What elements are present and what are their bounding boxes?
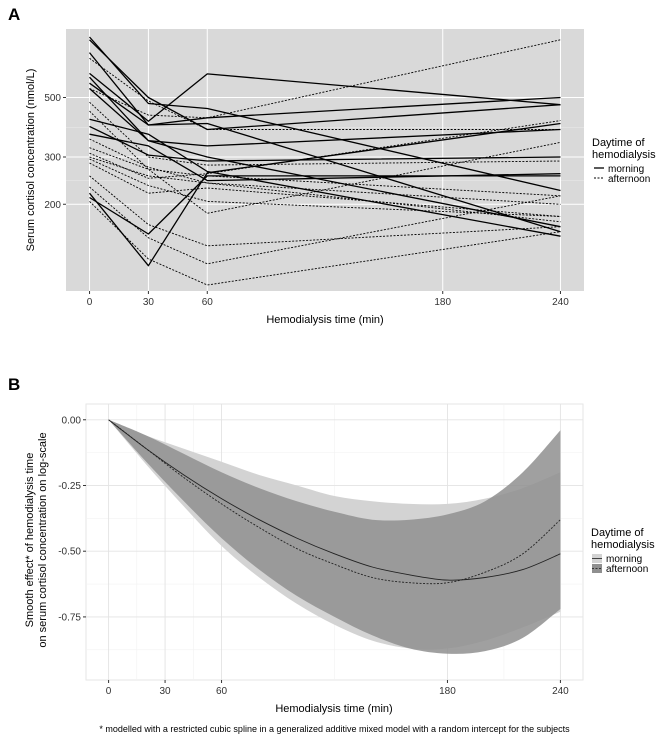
panel-b-y-tick-label: -0.25: [58, 481, 81, 492]
panel-b-fit-lines: [108, 419, 561, 585]
panel-a-series-morning-line: [89, 118, 561, 237]
panel-a-x-tick-label: 60: [202, 297, 214, 308]
panel-b-x-tick-label: 30: [160, 686, 172, 697]
panel-a-legend-title-line-1: Daytime of: [592, 137, 646, 149]
panel-b-confidence-bands: [108, 419, 561, 654]
panel-a-series-morning-line: [89, 72, 561, 122]
panel-a-grid: [66, 29, 584, 291]
panel-b-y-ticks: 0.00 -0.25 -0.50 -0.75: [58, 415, 86, 623]
panel-a-y-tick-label: 500: [44, 93, 61, 104]
panel-b-y-axis-label-line-1: Smooth effect* of hemodialysis time: [24, 453, 36, 628]
panel-a-legend-label-morning: morning: [608, 164, 644, 175]
panel-a-legend-label-afternoon: afternoon: [608, 174, 650, 185]
panel-a-series-afternoon-line: [89, 158, 561, 217]
panel-a-x-tick-label: 240: [552, 297, 569, 308]
panel-a-x-ticks: 0 30 60 180 240: [87, 291, 569, 308]
panel-a-series-afternoon-line: [89, 138, 561, 205]
panel-b-legend-label-afternoon: afternoon: [606, 564, 648, 575]
panel-a-series-morning-line: [89, 36, 561, 192]
panel-a-y-axis-label: Serum cortisol concentration (nmol/L): [25, 69, 37, 252]
panel-a-series-morning-line: [89, 133, 561, 182]
panel-b-legend-title-line-2: hemodialysis: [591, 539, 655, 551]
panel-b-band-afternoon: [108, 419, 561, 654]
panel-b-x-axis-label: Hemodialysis time (min): [275, 703, 392, 715]
panel-a-legend-title-line-2: hemodialysis: [592, 149, 656, 161]
panel-a-series-afternoon-line: [89, 175, 561, 247]
panel-b-x-tick-label: 0: [106, 686, 112, 697]
panel-letter-b: B: [8, 375, 20, 394]
panel-b-legend: Daytime of hemodialysis morning afternoo…: [591, 527, 655, 575]
panel-b-x-tick-label: 240: [552, 686, 569, 697]
panel-b-x-tick-label: 60: [216, 686, 228, 697]
panel-a-series-morning-line: [89, 82, 561, 126]
panel-letter-a: A: [8, 5, 20, 24]
panel-a-y-ticks: 200 300 500: [44, 93, 66, 211]
panel-b-y-tick-label: 0.00: [62, 415, 82, 426]
panel-a-x-tick-label: 180: [434, 297, 451, 308]
panel-a-series-afternoon-line: [89, 101, 561, 166]
panel-b-x-tick-label: 180: [439, 686, 456, 697]
panel-a-series-afternoon-line: [89, 186, 561, 265]
panel-a-x-axis-label: Hemodialysis time (min): [266, 314, 383, 326]
footnote: * modelled with a restricted cubic splin…: [99, 724, 570, 734]
panel-b-y-axis-label-line-2: on serum cortisol concentration on log-s…: [37, 432, 49, 647]
panel-a-series-afternoon-line: [89, 120, 561, 179]
panel-a-series-morning-line: [89, 76, 561, 147]
panel-b-fit-morning: [108, 419, 561, 581]
panel-a-y-tick-label: 300: [44, 153, 61, 164]
panel-a-series-morning-line: [88, 122, 561, 267]
panel-b-y-tick-label: -0.75: [58, 612, 81, 623]
panel-a-x-tick-label: 0: [87, 297, 93, 308]
panel-a-chart: 0 30 60 180 240 200 300 500 Hemodialysis time …: [25, 29, 656, 326]
panel-a-legend: Daytime of hemodialysis morning afternoo…: [592, 137, 656, 185]
panel-b-legend-label-morning: morning: [606, 554, 642, 565]
panel-b-x-ticks: 0 30 60 180 240: [106, 680, 569, 697]
panel-a-lines: [88, 36, 561, 286]
panel-a-series-morning-line: [89, 175, 561, 235]
panel-a-series-afternoon-line: [89, 141, 561, 214]
panel-a-series-afternoon-line: [89, 57, 561, 130]
panel-b-y-tick-label: -0.50: [58, 547, 81, 558]
panel-b-chart: 0 30 60 180 240 0.00 -0.25 -0.50 -0.75 Hemodial…: [24, 403, 655, 715]
panel-a-series-morning-line: [89, 88, 561, 228]
panel-a-series-afternoon-line: [89, 110, 561, 197]
panel-b-fit-afternoon: [108, 419, 561, 585]
panel-a-y-tick-label: 200: [44, 200, 61, 211]
panel-a-series-morning-line: [89, 39, 561, 131]
panel-b-legend-title-line-1: Daytime of: [591, 527, 645, 539]
panel-a-series-morning-line: [89, 125, 561, 162]
panel-a-series-afternoon-line: [89, 162, 561, 217]
panel-a-series-afternoon-line: [89, 39, 561, 119]
panel-a-x-tick-label: 30: [143, 297, 155, 308]
